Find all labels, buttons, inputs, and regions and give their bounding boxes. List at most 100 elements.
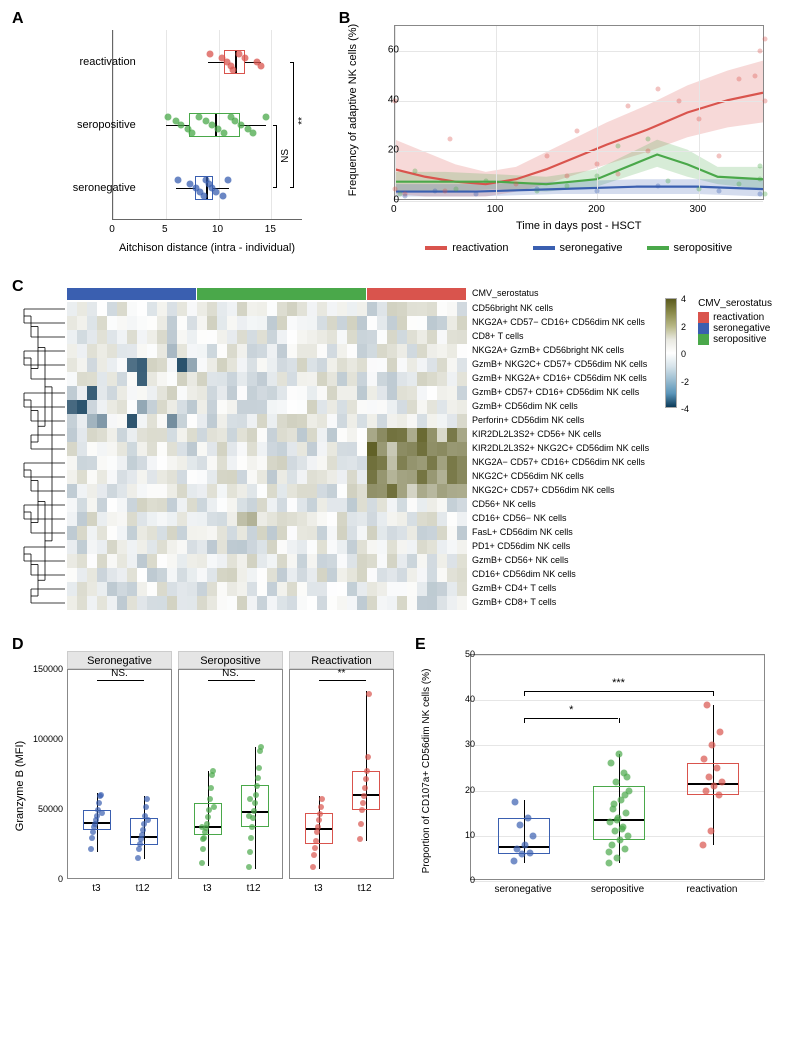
panel-d-sig: NS.	[179, 668, 282, 679]
panel-b-point	[392, 186, 397, 191]
panel-e-sig: ***	[612, 677, 625, 689]
panel-a-point	[250, 130, 257, 137]
panel-c-row-label: NKG2C+ CD57+ CD56dim NK cells	[472, 485, 615, 495]
panel-b-point	[737, 76, 742, 81]
panel-b-point	[656, 184, 661, 189]
panel-e-point	[511, 857, 518, 864]
panel-c-row-label: NKG2A− CD57+ CD16+ CD56dim NK cells	[472, 457, 645, 467]
panel-c-row-label: NKG2C+ CD56dim NK cells	[472, 471, 584, 481]
panel-d-sig: **	[290, 668, 393, 679]
panel-a-sig: **	[297, 117, 308, 125]
panel-d-point	[252, 800, 258, 806]
panel-d-point	[143, 804, 149, 810]
panel-c-label: C	[12, 278, 24, 296]
panel-e-point	[703, 701, 710, 708]
panel-b-point	[646, 149, 651, 154]
panel-e-point	[699, 841, 706, 848]
panel-b-point	[402, 194, 407, 199]
panel-e-ytick: 20	[465, 785, 475, 795]
panel-c-row-label: GzmB+ CD56+ NK cells	[472, 555, 569, 565]
panel-b-point	[483, 179, 488, 184]
panel-e-ytick: 40	[465, 694, 475, 704]
panel-e-point	[618, 826, 625, 833]
panel-d-label: D	[12, 636, 24, 654]
panel-b-point	[448, 136, 453, 141]
panel-c-legend-item: seropositive	[698, 334, 772, 345]
panel-e-point	[607, 760, 614, 767]
panel-e-point	[705, 774, 712, 781]
panel-c-row-label: GzmB+ CD8+ T cells	[472, 597, 556, 607]
panel-b-point	[696, 116, 701, 121]
panel-d-point	[255, 775, 261, 781]
panel-d-point	[362, 785, 368, 791]
panel-b-point	[737, 181, 742, 186]
panel-b-legend-item: reactivation	[425, 242, 508, 254]
figure: A NS** Aitchison distance (intra - indiv…	[12, 10, 777, 926]
panel-a-group-label: reactivation	[46, 56, 136, 68]
panel-d-ytick: 100000	[13, 734, 63, 744]
panel-d-point	[314, 829, 320, 835]
panel-d-point	[317, 811, 323, 817]
panel-b-ytick: 0	[393, 195, 399, 206]
panel-c-row-label: GzmB+ CD4+ T cells	[472, 583, 556, 593]
panel-e-ytick: 30	[465, 739, 475, 749]
panel-d-point	[359, 807, 365, 813]
panel-a-group-label: seropositive	[46, 119, 136, 131]
panel-d-point	[364, 768, 370, 774]
panel-e-ylabel: Proportion of CD107a+ CD56dim NK cells (…	[421, 669, 432, 874]
panel-c-row-label: CD56+ NK cells	[472, 499, 536, 509]
panel-e-label: E	[415, 636, 426, 654]
panel-e-point	[621, 792, 628, 799]
panel-c-annotation-label: CMV_serostatus	[472, 288, 539, 298]
panel-a-point	[220, 130, 227, 137]
panel-d-point	[311, 852, 317, 858]
panel-b-legend: reactivationseronegativeseropositive	[394, 242, 764, 254]
panel-d-point	[361, 793, 367, 799]
panel-b-point	[413, 169, 418, 174]
panel-d-point	[135, 855, 141, 861]
panel-b-point	[696, 186, 701, 191]
panel-a-plot: NS**	[112, 30, 302, 220]
panel-d-point	[96, 800, 102, 806]
panel-d-ytick: 150000	[13, 664, 63, 674]
panel-b-point	[666, 179, 671, 184]
panel-e-point	[514, 846, 521, 853]
panel-b-point	[762, 191, 767, 196]
panel-b-point	[757, 191, 762, 196]
panel-d-point	[207, 796, 213, 802]
panel-e-point	[613, 816, 620, 823]
panel-e-point	[621, 846, 628, 853]
panel-d-point	[358, 821, 364, 827]
panel-d-point	[144, 796, 150, 802]
panel-e-ytick: 0	[470, 875, 475, 885]
panel-c-row-label: KIR2DL2L3S2+ NKG2C+ CD56dim NK cells	[472, 443, 649, 453]
panel-b-legend-item: seronegative	[533, 242, 623, 254]
panel-c-row-label: NKG2A+ CD57− CD16+ CD56dim NK cells	[472, 317, 645, 327]
panel-a-xlabel: Aitchison distance (intra - individual)	[112, 242, 302, 254]
panel-b-xtick: 100	[487, 204, 504, 215]
panel-e-point	[606, 819, 613, 826]
panel-d-xtick: t3	[203, 883, 211, 894]
panel-b-point	[757, 176, 762, 181]
panel-e-point	[622, 810, 629, 817]
panel-e-ytick: 50	[465, 649, 475, 659]
panel-e-point	[624, 832, 631, 839]
panel-e-point	[527, 849, 534, 856]
panel-c-row-label: PD1+ CD56dim NK cells	[472, 541, 570, 551]
panel-d-point	[315, 824, 321, 830]
panel-d-point	[98, 792, 104, 798]
panel-b-point	[565, 174, 570, 179]
panel-b-point	[676, 99, 681, 104]
panel-a-point	[195, 114, 202, 121]
panel-d-point	[145, 817, 151, 823]
panel-c-row-label: KIR2DL2L3S2+ CD56+ NK cells	[472, 429, 601, 439]
panel-d-ylabel: Granzyme B (MFI)	[14, 741, 26, 831]
panel-b-point	[615, 171, 620, 176]
panel-e-point	[715, 792, 722, 799]
panel-b-point	[544, 154, 549, 159]
panel-a-point	[263, 114, 270, 121]
panel-d-point	[319, 796, 325, 802]
panel-a-point	[200, 193, 207, 200]
panel-d-ytick: 50000	[13, 804, 63, 814]
panel-c-legend-item: reactivation	[698, 312, 772, 323]
